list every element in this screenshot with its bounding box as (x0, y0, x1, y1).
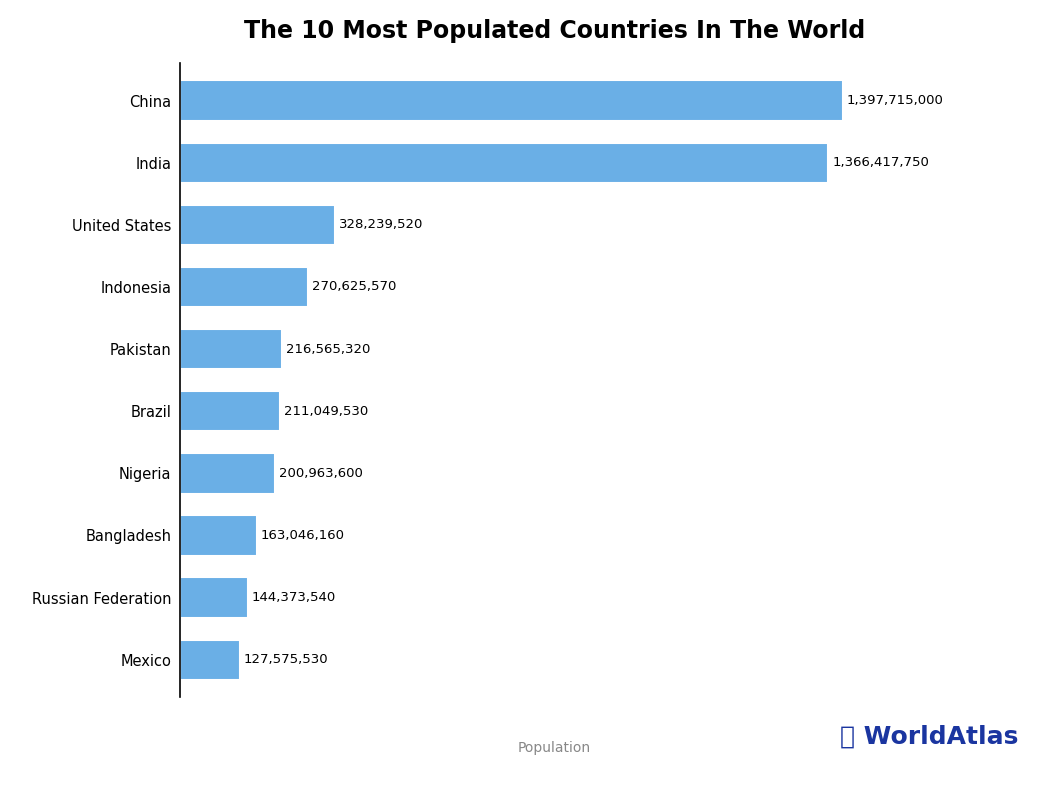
Bar (180, 639, 240, 680)
Text: 163,046,160: 163,046,160 (261, 529, 345, 542)
Text: 1,397,715,000: 1,397,715,000 (847, 94, 944, 107)
Bar (180, 329, 282, 369)
Text: 270,625,570: 270,625,570 (312, 280, 396, 294)
Text: 127,575,530: 127,575,530 (244, 653, 328, 666)
Text: ⓘ WorldAtlas: ⓘ WorldAtlas (841, 725, 1018, 748)
Text: Population: Population (517, 741, 591, 756)
Bar (180, 577, 248, 618)
Text: 216,565,320: 216,565,320 (286, 343, 371, 356)
Bar (180, 204, 336, 245)
Bar (180, 453, 275, 493)
Text: 1,366,417,750: 1,366,417,750 (832, 156, 929, 169)
Bar (180, 267, 308, 307)
Text: 211,049,530: 211,049,530 (284, 405, 367, 417)
Title: The 10 Most Populated Countries In The World: The 10 Most Populated Countries In The W… (244, 19, 865, 44)
Bar (180, 516, 257, 556)
Bar (180, 391, 280, 432)
Text: 328,239,520: 328,239,520 (339, 219, 423, 231)
Text: 144,373,540: 144,373,540 (252, 591, 336, 604)
Bar (180, 143, 828, 183)
Text: 200,963,600: 200,963,600 (279, 466, 363, 480)
Bar (180, 81, 843, 121)
